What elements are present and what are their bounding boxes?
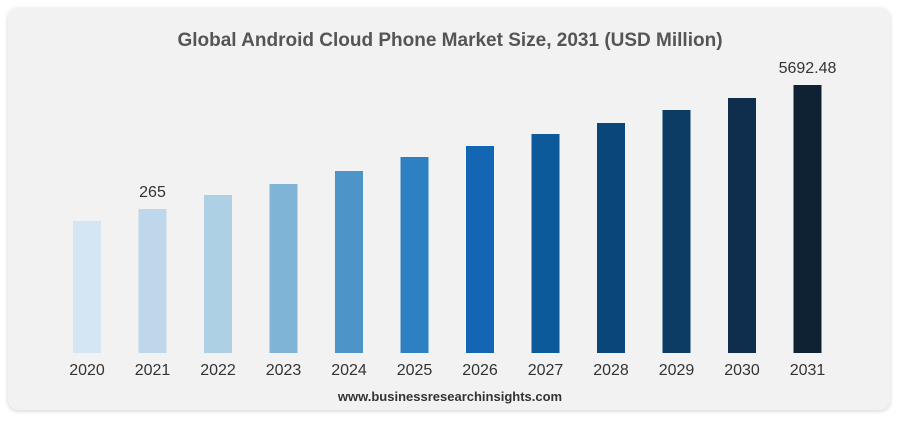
bar-2030 bbox=[728, 98, 756, 353]
data-label-2031: 5692.48 bbox=[779, 60, 837, 77]
data-label-2021: 265 bbox=[139, 184, 166, 201]
bar-2022 bbox=[204, 195, 232, 353]
x-tick-2023: 2023 bbox=[266, 362, 302, 379]
chart-title: Global Android Cloud Phone Market Size, … bbox=[177, 30, 723, 51]
x-tick-2030: 2030 bbox=[724, 362, 760, 379]
bar-2026 bbox=[466, 146, 494, 353]
x-tick-2028: 2028 bbox=[593, 362, 629, 379]
source-footer: www.businessresearchinsights.com bbox=[337, 389, 563, 404]
x-tick-2022: 2022 bbox=[200, 362, 236, 379]
bar-2031 bbox=[793, 85, 822, 353]
bar-2024 bbox=[335, 171, 363, 353]
bar-2028 bbox=[597, 123, 625, 353]
x-tick-2031: 2031 bbox=[790, 362, 826, 379]
x-tick-2027: 2027 bbox=[528, 362, 564, 379]
bar-2025 bbox=[400, 157, 429, 353]
x-tick-2024: 2024 bbox=[331, 362, 367, 379]
bar-2027 bbox=[531, 134, 560, 353]
bar-2023 bbox=[269, 184, 298, 353]
x-tick-2026: 2026 bbox=[462, 362, 498, 379]
x-tick-2029: 2029 bbox=[659, 362, 695, 379]
x-tick-2025: 2025 bbox=[397, 362, 433, 379]
bar-2029 bbox=[662, 110, 691, 353]
x-tick-2020: 2020 bbox=[69, 362, 105, 379]
x-tick-2021: 2021 bbox=[135, 362, 171, 379]
bar-2020 bbox=[73, 221, 101, 353]
bar-2021 bbox=[138, 209, 167, 353]
